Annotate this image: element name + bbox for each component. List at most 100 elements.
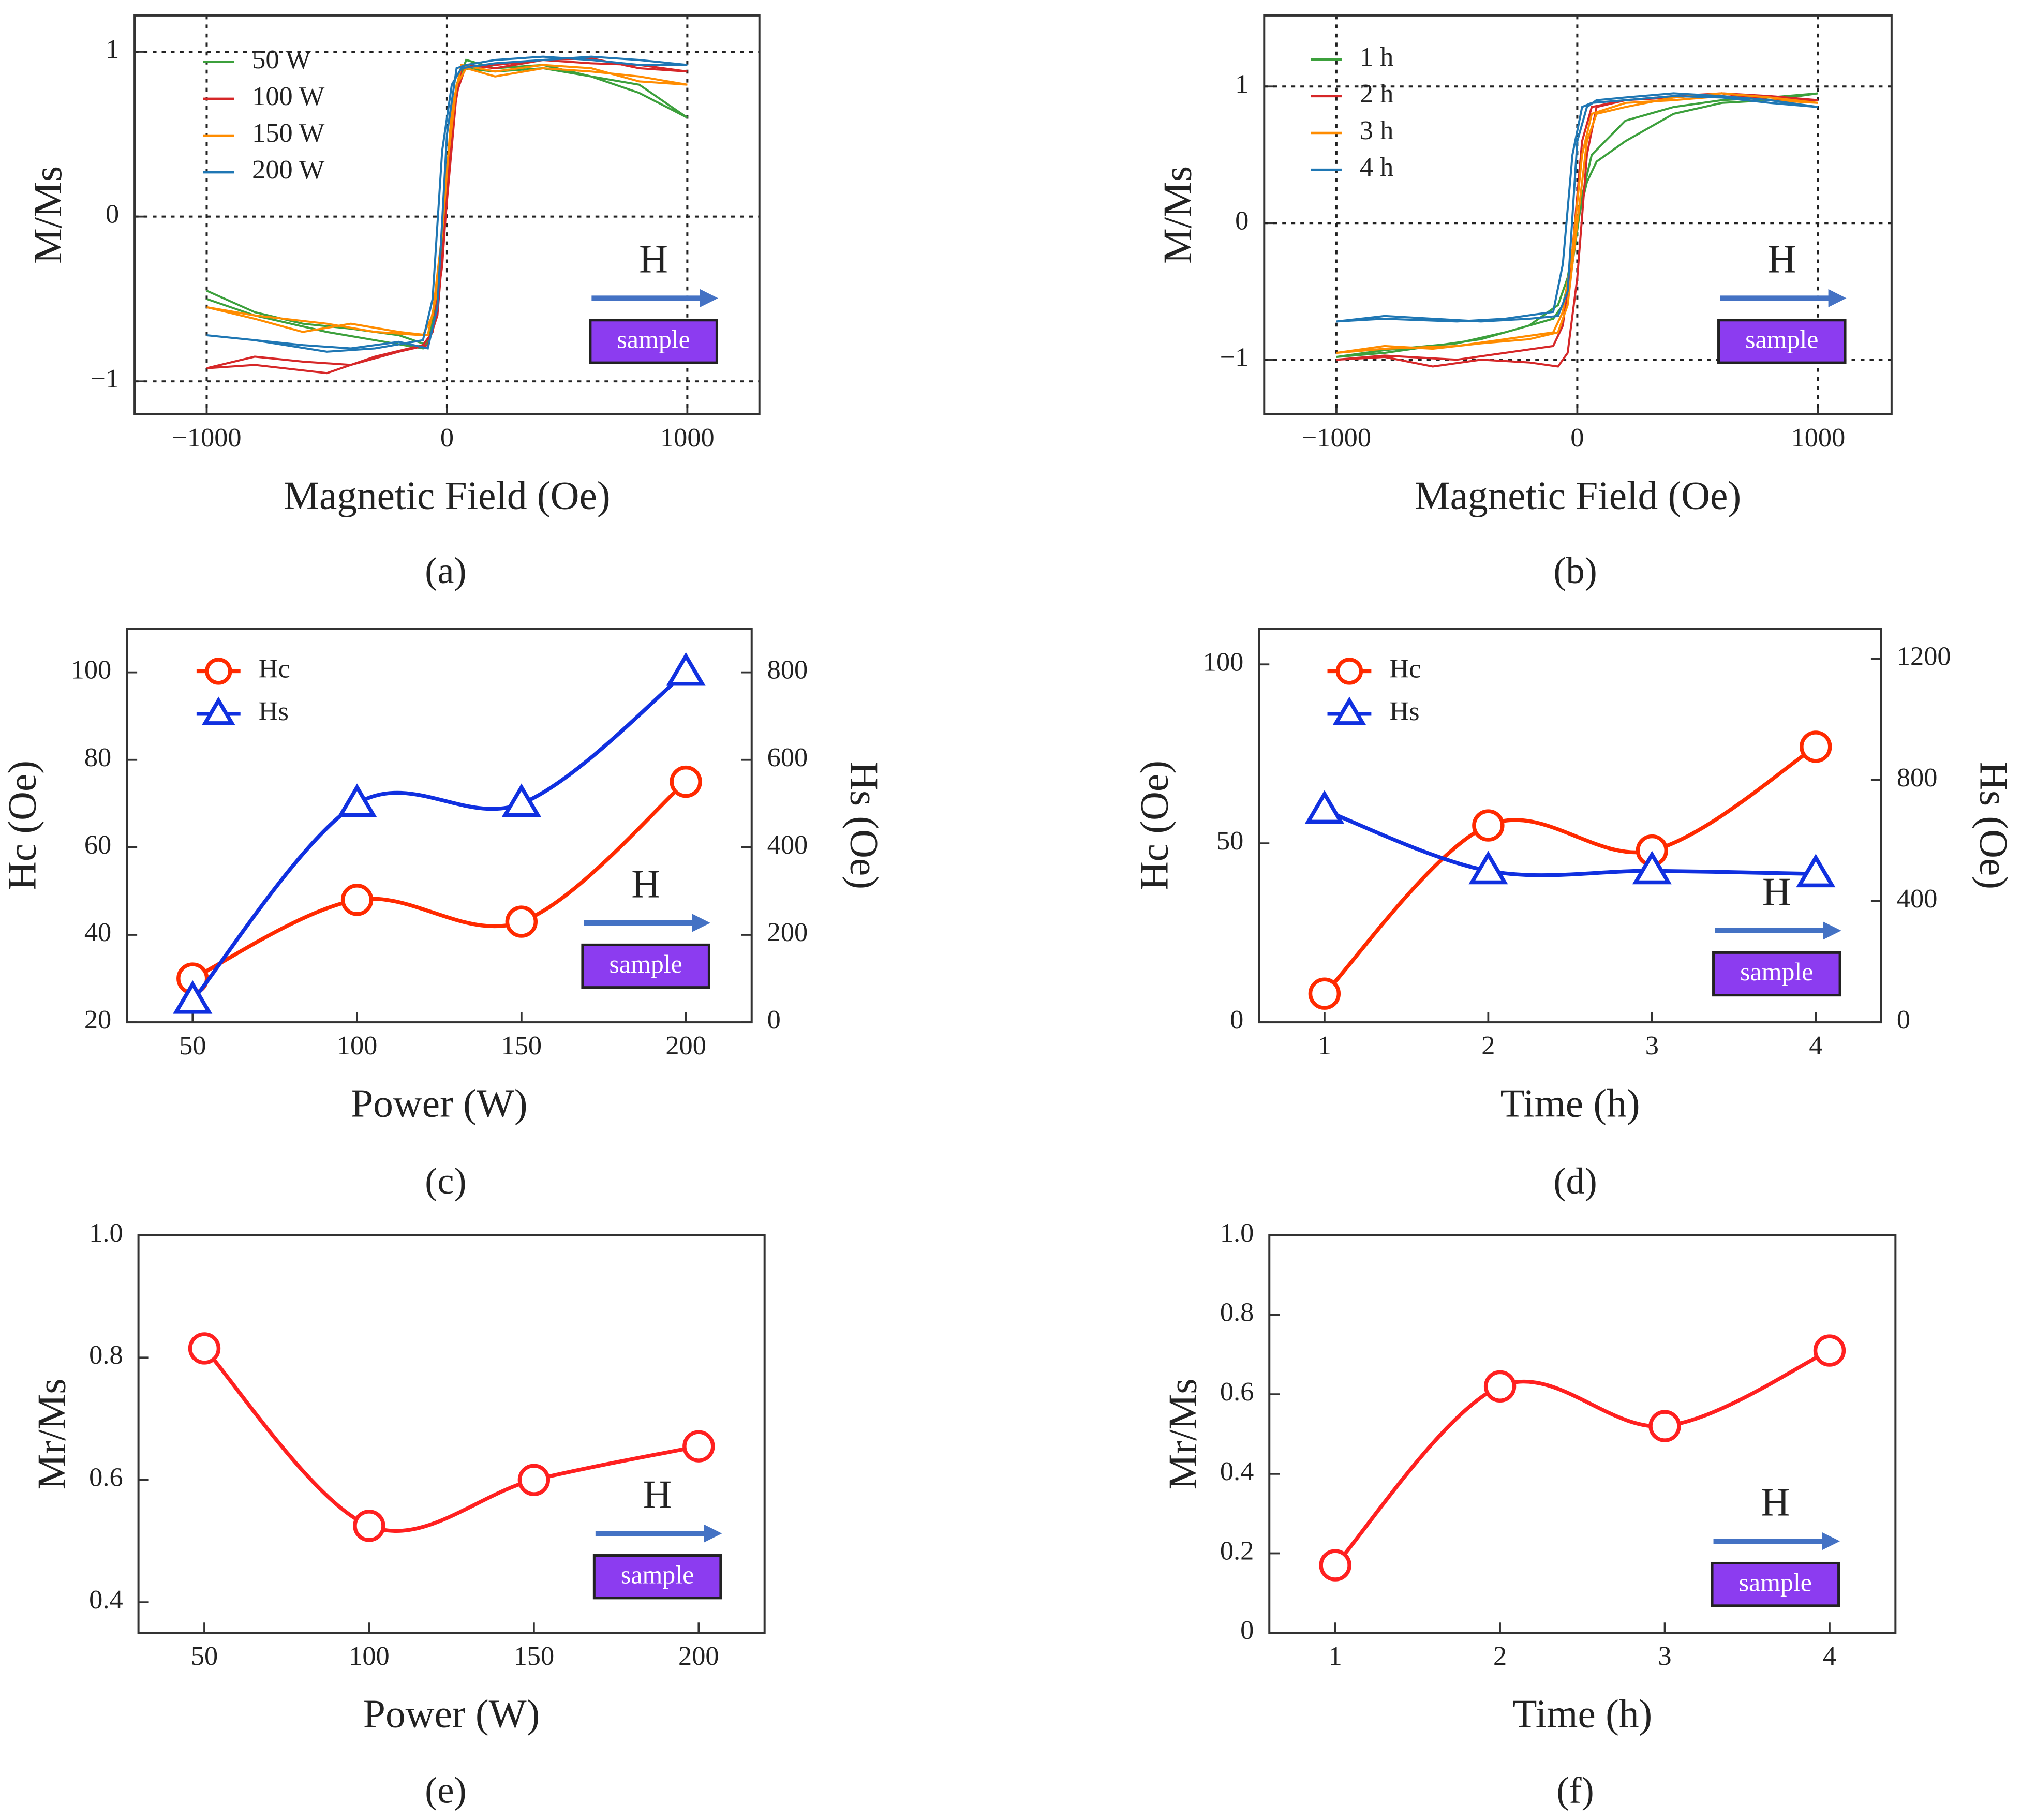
x-tick-label: 0 <box>440 423 454 453</box>
x-tick-label: 1 <box>1318 1031 1331 1061</box>
series-line <box>206 57 688 375</box>
y2-axis-title: Hs (Oe) <box>1972 762 2016 889</box>
y-tick-label: 0 <box>1230 1005 1243 1035</box>
panel-label: (e) <box>425 1770 466 1811</box>
legend-label: 150 W <box>252 118 325 148</box>
sample-box <box>589 319 718 364</box>
legend-marker <box>1335 658 1363 685</box>
legend-label: 50 W <box>252 44 311 74</box>
panel-label: (c) <box>425 1160 466 1202</box>
y-axis-title: M/Ms <box>1155 166 1199 264</box>
x-tick-label: −1000 <box>172 423 241 453</box>
legend-label: 2 h <box>1360 79 1393 109</box>
marker <box>1308 977 1341 1010</box>
marker <box>173 980 213 1014</box>
y-axis-title: Hc (Oe) <box>1132 760 1176 890</box>
arrow-head <box>1822 1532 1840 1550</box>
arrow-label: H <box>631 861 660 906</box>
marker <box>1796 854 1836 888</box>
panel-label: (b) <box>1553 550 1597 591</box>
x-axis-title: Time (h) <box>1512 1692 1652 1736</box>
marker <box>666 652 706 686</box>
legend-label: 3 h <box>1360 115 1393 145</box>
sample-label: sample <box>1739 1568 1812 1597</box>
x-axis-title: Magnetic Field (Oe) <box>1415 473 1741 517</box>
x-tick-label: 1 <box>1329 1641 1342 1671</box>
x-axis-title: Magnetic Field (Oe) <box>284 473 610 517</box>
sample-label: sample <box>1745 325 1818 354</box>
plot-frame <box>126 628 753 1024</box>
panel-label: (d) <box>1553 1160 1597 1202</box>
marker <box>1304 790 1344 824</box>
arrow-label: H <box>643 1472 672 1516</box>
y-tick-label: 1.0 <box>1220 1218 1254 1248</box>
sample-box <box>581 943 710 989</box>
y2-tick-label: 400 <box>767 830 808 860</box>
marker <box>353 1510 385 1542</box>
marker <box>1319 1549 1351 1582</box>
plot-frame <box>137 1234 766 1634</box>
marker <box>337 783 377 817</box>
marker <box>1813 1334 1846 1367</box>
arrow-head <box>1828 289 1847 307</box>
marker <box>1472 809 1505 842</box>
y-tick-label: 0.4 <box>89 1585 123 1615</box>
sample-label: sample <box>617 325 690 354</box>
y-tick-label: −1 <box>90 364 119 394</box>
series-line <box>1333 1349 1831 1567</box>
sample-box <box>1711 1561 1840 1607</box>
y2-tick-label: 800 <box>767 655 808 685</box>
y-tick-label: 0 <box>106 199 119 229</box>
y2-tick-label: 600 <box>767 742 808 772</box>
sample-label: sample <box>621 1560 694 1589</box>
series-line <box>206 55 688 353</box>
y-tick-label: 40 <box>84 917 111 947</box>
x-tick-label: 50 <box>191 1641 218 1671</box>
y-tick-label: 100 <box>1203 647 1244 677</box>
y-tick-label: 0.2 <box>1220 1536 1254 1566</box>
marker <box>501 783 541 817</box>
x-tick-label: 4 <box>1809 1031 1822 1061</box>
marker <box>188 1332 221 1365</box>
sample-label: sample <box>609 950 682 978</box>
sample-box <box>1717 319 1847 364</box>
panel-label: (a) <box>425 550 466 591</box>
y-tick-label: 1.0 <box>89 1218 123 1248</box>
x-tick-label: 200 <box>665 1031 706 1061</box>
panel-label: (f) <box>1556 1770 1594 1811</box>
legend-marker <box>205 658 232 685</box>
arrow-head <box>700 289 718 307</box>
legend-label: Hs <box>1389 696 1419 726</box>
legend-label: Hc <box>1389 653 1421 683</box>
y2-tick-label: 1200 <box>1897 642 1951 672</box>
y2-tick-label: 800 <box>1897 763 1938 793</box>
x-tick-label: 4 <box>1823 1641 1836 1671</box>
marker <box>670 765 702 798</box>
series-line <box>191 780 688 980</box>
plot-frame <box>133 14 761 415</box>
marker <box>1632 851 1672 885</box>
panel: −1000 0 1000 −1 0 1 Magnetic Field (Oe) M/Ms 1 h… <box>1155 14 1893 591</box>
y2-axis-title: Hs (Oe) <box>842 762 887 889</box>
x-tick-label: 150 <box>501 1031 542 1061</box>
y-tick-label: 80 <box>84 742 111 772</box>
y2-tick-label: 0 <box>767 1005 781 1035</box>
x-tick-label: −1000 <box>1302 423 1371 453</box>
plot-frame <box>1258 628 1882 1024</box>
legend-label: 4 h <box>1360 152 1393 182</box>
marker <box>1483 1370 1517 1403</box>
x-axis-title: Time (h) <box>1500 1081 1640 1125</box>
y-tick-label: 0 <box>1240 1615 1254 1645</box>
y2-tick-label: 200 <box>767 917 808 947</box>
y-tick-label: 0.6 <box>89 1463 123 1493</box>
marker <box>517 1464 551 1496</box>
y2-tick-label: 0 <box>1897 1005 1910 1035</box>
y-tick-label: 0.6 <box>1220 1377 1254 1407</box>
x-tick-label: 100 <box>349 1641 390 1671</box>
y-tick-label: 0.8 <box>1220 1297 1254 1327</box>
marker <box>340 884 374 916</box>
series-line <box>1336 92 1819 368</box>
y-tick-label: 100 <box>71 655 112 685</box>
x-tick-label: 3 <box>1645 1031 1659 1061</box>
